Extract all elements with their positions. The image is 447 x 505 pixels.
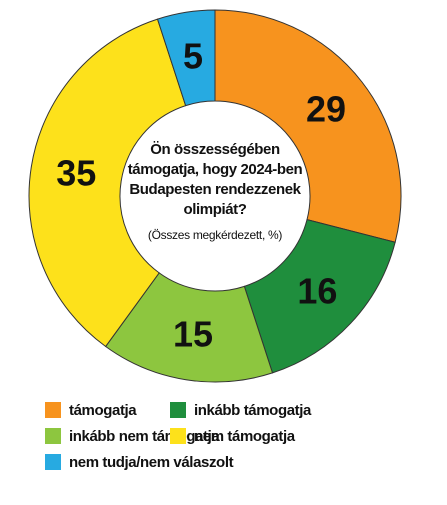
data-label: 29 bbox=[306, 88, 346, 129]
legend-label: nem tudja/nem válaszolt bbox=[69, 454, 234, 471]
legend-label: inkább támogatja bbox=[194, 402, 312, 419]
donut-segment bbox=[243, 219, 396, 374]
donut-segment bbox=[214, 9, 402, 243]
legend-label: nem támogatja bbox=[194, 428, 296, 445]
center-title: olimpiát? bbox=[183, 201, 246, 218]
legend-swatch bbox=[45, 402, 61, 418]
legend-swatch bbox=[170, 402, 186, 418]
legend-swatch bbox=[45, 428, 61, 444]
donut-segment bbox=[156, 9, 216, 107]
legend-label: támogatja bbox=[69, 402, 137, 419]
legend-swatch bbox=[170, 428, 186, 444]
data-label: 5 bbox=[183, 36, 203, 77]
data-label: 15 bbox=[173, 313, 213, 354]
legend-swatch bbox=[45, 454, 61, 470]
center-title: Budapesten rendezzenek bbox=[129, 181, 301, 198]
data-label: 16 bbox=[297, 271, 337, 312]
donut-segment bbox=[28, 18, 187, 348]
center-subtitle: (Összes megkérdezett, %) bbox=[148, 228, 282, 242]
center-title: támogatja, hogy 2024-ben bbox=[128, 161, 303, 178]
data-label: 35 bbox=[56, 153, 96, 194]
center-title: Ön összességében bbox=[150, 141, 280, 158]
